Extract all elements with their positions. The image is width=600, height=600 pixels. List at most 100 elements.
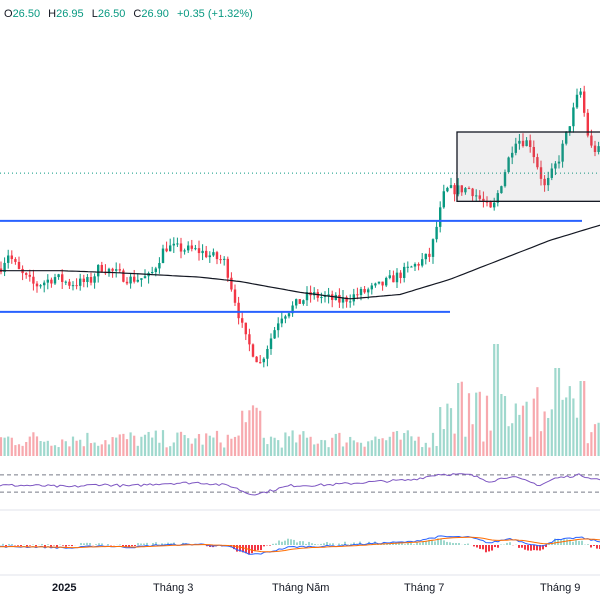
candle-body bbox=[208, 255, 211, 258]
candle bbox=[262, 357, 265, 368]
candle bbox=[341, 290, 345, 309]
macd-histogram-bar bbox=[581, 540, 583, 545]
volume-bar bbox=[586, 443, 589, 456]
volume-bar bbox=[25, 441, 28, 456]
volume-bar bbox=[158, 442, 161, 456]
volume-bar bbox=[475, 392, 478, 456]
candle-body bbox=[557, 161, 561, 164]
volume-bar bbox=[557, 368, 561, 456]
volume-bar bbox=[172, 442, 175, 456]
candle-body bbox=[410, 266, 413, 268]
macd-histogram-bar bbox=[263, 545, 265, 547]
candle-body bbox=[561, 143, 564, 162]
macd-histogram-bar bbox=[80, 543, 82, 545]
candle-body bbox=[43, 282, 46, 286]
volume-bar bbox=[482, 441, 485, 456]
macd-histogram-bar bbox=[302, 541, 304, 545]
volume-bar bbox=[129, 432, 132, 456]
volume-bar bbox=[68, 446, 71, 456]
macd-histogram-bar bbox=[431, 540, 433, 545]
candle-body bbox=[507, 157, 510, 173]
candle bbox=[475, 189, 478, 202]
macd-histogram-bar bbox=[20, 545, 22, 547]
volume-bar bbox=[10, 437, 13, 456]
candle bbox=[381, 281, 384, 291]
candle-body bbox=[338, 294, 341, 303]
candle bbox=[151, 266, 154, 276]
candle-body bbox=[241, 318, 244, 323]
candle bbox=[543, 175, 546, 192]
price-pane[interactable] bbox=[0, 85, 600, 456]
candle-body bbox=[356, 294, 359, 296]
candle bbox=[413, 262, 417, 271]
macd-histogram-bar bbox=[533, 545, 535, 551]
macd-histogram-bar bbox=[476, 545, 478, 548]
candle bbox=[550, 163, 553, 181]
candle-body bbox=[32, 276, 35, 284]
macd-histogram-bar bbox=[251, 545, 253, 554]
candle-body bbox=[143, 276, 147, 279]
volume-bar bbox=[50, 445, 53, 456]
x-tick-2025: 2025 bbox=[52, 582, 76, 594]
candle-body bbox=[547, 177, 550, 186]
candle bbox=[10, 250, 13, 264]
volume-bar bbox=[421, 447, 424, 456]
candle bbox=[428, 247, 431, 262]
volume-bar bbox=[565, 397, 568, 456]
macd-pane[interactable] bbox=[0, 535, 600, 576]
volume-bar bbox=[179, 431, 183, 456]
macd-histogram-bar bbox=[86, 542, 88, 545]
candle bbox=[493, 197, 496, 211]
candle bbox=[298, 299, 301, 304]
candle-body bbox=[503, 172, 507, 187]
macd-histogram-bar bbox=[152, 543, 154, 545]
volume-bar bbox=[111, 437, 114, 456]
volume-bar bbox=[154, 430, 157, 456]
candle-body bbox=[352, 294, 355, 302]
candle-body bbox=[421, 259, 424, 266]
volume-bar bbox=[35, 436, 39, 456]
candle bbox=[424, 253, 427, 265]
volume-bar bbox=[183, 434, 186, 456]
candle bbox=[64, 280, 67, 286]
rsi-pane[interactable] bbox=[0, 473, 600, 511]
candle-body bbox=[482, 198, 485, 202]
candle bbox=[449, 177, 453, 189]
volume-bar bbox=[352, 440, 355, 456]
macd-histogram-bar bbox=[326, 542, 328, 545]
candle-body bbox=[179, 243, 183, 252]
macd-histogram-bar bbox=[233, 545, 235, 550]
candle-body bbox=[536, 157, 539, 168]
candle-body bbox=[161, 248, 165, 264]
candle bbox=[161, 244, 165, 264]
candle-body bbox=[543, 178, 546, 186]
volume-bar bbox=[269, 436, 273, 456]
volume-bar bbox=[75, 440, 78, 456]
volume-bar bbox=[136, 445, 139, 456]
volume-bar bbox=[230, 438, 233, 456]
candle bbox=[158, 257, 161, 274]
volume-bar bbox=[403, 433, 406, 456]
volume-bar bbox=[7, 436, 10, 456]
volume-bar bbox=[316, 443, 319, 456]
macd-histogram-bar bbox=[83, 543, 85, 545]
candle bbox=[75, 278, 78, 290]
macd-histogram-bar bbox=[290, 539, 292, 545]
candle-body bbox=[575, 94, 579, 108]
macd-histogram-bar bbox=[563, 539, 565, 545]
candle-body bbox=[93, 276, 96, 283]
macd-histogram-bar bbox=[323, 543, 325, 545]
macd-histogram-bar bbox=[416, 542, 418, 545]
candle bbox=[28, 269, 31, 282]
volume-bar bbox=[331, 437, 334, 456]
candle-body bbox=[129, 276, 132, 284]
candle bbox=[100, 261, 103, 273]
candle-body bbox=[100, 264, 103, 272]
macd-histogram-bar bbox=[5, 545, 7, 547]
macd-histogram-bar bbox=[338, 543, 340, 545]
candle-body bbox=[298, 299, 301, 304]
volume-bar bbox=[593, 424, 597, 456]
candle bbox=[529, 134, 532, 153]
